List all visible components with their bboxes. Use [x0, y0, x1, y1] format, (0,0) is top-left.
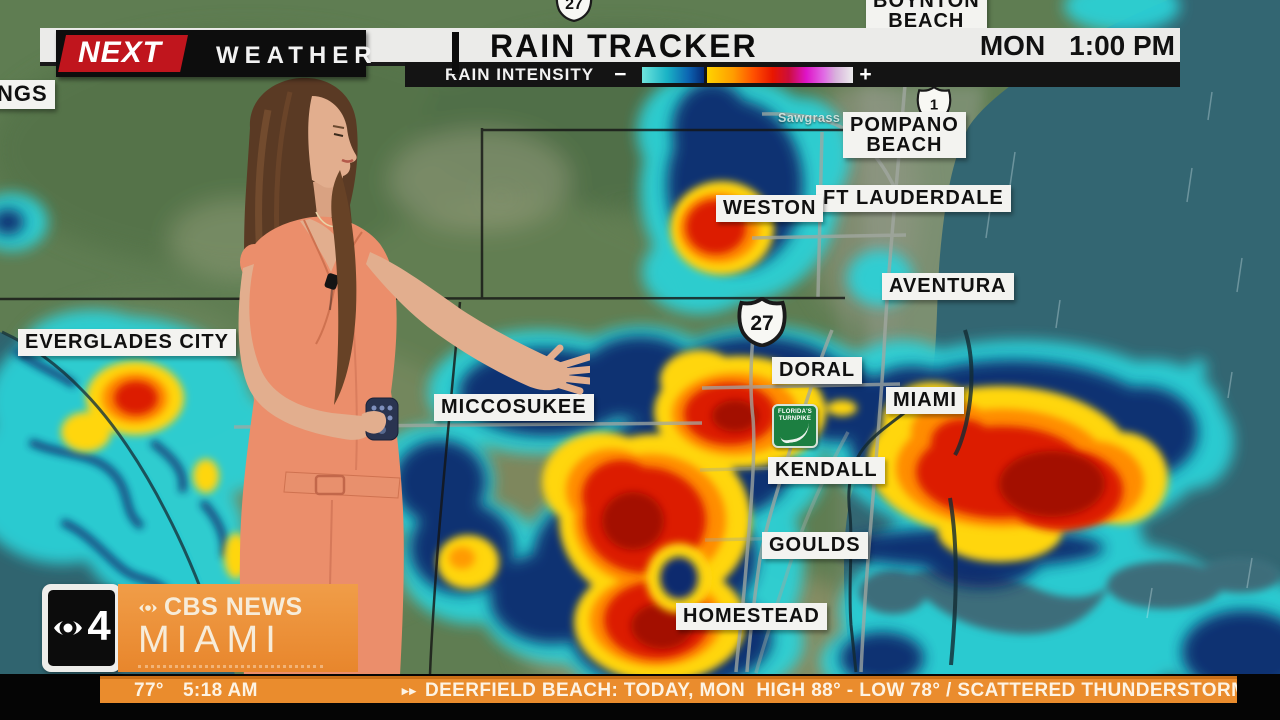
dotted-divider [138, 665, 323, 668]
map-label-goulds: GOULDS [762, 532, 868, 559]
presenter-dress [239, 216, 404, 675]
us-route-27-top-shield: 27 [553, 0, 595, 22]
radar-overlay [0, 0, 1280, 675]
map-label-weston: WESTON [716, 195, 824, 222]
map-label-everglades-city: EVERGLADES CITY [18, 329, 236, 356]
current-temperature: 77° [134, 680, 164, 701]
current-time: 5:18 AM [182, 680, 258, 701]
presenter-arm [366, 252, 570, 391]
next-weather-logo: NEXT WEATHER [56, 30, 372, 77]
map-label-aventura: AVENTURA [882, 273, 1014, 300]
florida-turnpike-shield: FLORIDA'S TURNPIKE [772, 404, 818, 448]
segment-title: RAIN TRACKER [490, 28, 758, 64]
map-label-miccosukee: MICCOSUKEE [434, 394, 594, 421]
radar-extreme-core [602, 400, 1105, 649]
weather-ticker: 77° 5:18 AM ▸▸ DEERFIELD BEACH: TODAY, M… [100, 676, 1237, 703]
lapel-microphone [324, 273, 340, 290]
presenter-face [308, 96, 357, 188]
map-label-ft-lauderdale: FT LAUDERDALE [816, 185, 1011, 212]
station-number: 4 [87, 602, 111, 649]
legend-gradient-light [642, 66, 705, 83]
forecast-day: MON [979, 30, 1046, 61]
sawgrass-expressway-label: Sawgrass Ex [778, 111, 861, 125]
forecast-hour: 1:00 PM [1069, 30, 1175, 61]
radar-donut-hole [660, 557, 698, 599]
legend-plus-sign: + [859, 63, 872, 86]
brand-next-text: NEXT [78, 36, 163, 69]
map-label-homestead: HOMESTEAD [676, 603, 827, 630]
cbs-eye-icon [54, 619, 83, 637]
cbs-news-miami-logo: CBS NEWS MIAMI [118, 584, 358, 672]
rain-intensity-legend: RAIN INTENSITY − + [405, 62, 1180, 87]
map-label-springs-partial: NGS [0, 80, 55, 109]
us-route-27-shield: 27 [735, 297, 789, 347]
forecast-valid-time: MON 1:00 PM [975, 30, 1175, 62]
cbs4-logo: 4 [42, 584, 121, 672]
map-label-pompano-beach: POMPANO BEACH [843, 112, 966, 158]
rain-streaks [985, 91, 1253, 619]
brand-weather-text: WEATHER [216, 42, 378, 69]
weather-presenter [238, 77, 590, 675]
ticker-forecast-text: DEERFIELD BEACH: TODAY, MON HIGH 88° - L… [424, 680, 1237, 701]
legend-title: RAIN INTENSITY [445, 64, 595, 84]
us-shield-icon [737, 297, 787, 347]
header-divider [452, 32, 459, 74]
station-city: MIAMI [138, 619, 283, 661]
ticker-arrows-icon: ▸▸ [401, 683, 417, 698]
us-shield-icon [555, 0, 593, 22]
network-name: CBS NEWS [164, 593, 303, 621]
map-label-doral: DORAL [772, 357, 863, 384]
dress-belt [283, 471, 401, 499]
legend-gradient-heavy [707, 66, 854, 83]
florida-swoosh-icon [778, 421, 812, 444]
weather-radar-map [0, 0, 1280, 675]
map-label-kendall: KENDALL [768, 457, 885, 484]
legend-minus-sign: − [614, 63, 627, 86]
map-label-miami: MIAMI [886, 387, 964, 414]
cbs-eye-icon [139, 602, 157, 613]
